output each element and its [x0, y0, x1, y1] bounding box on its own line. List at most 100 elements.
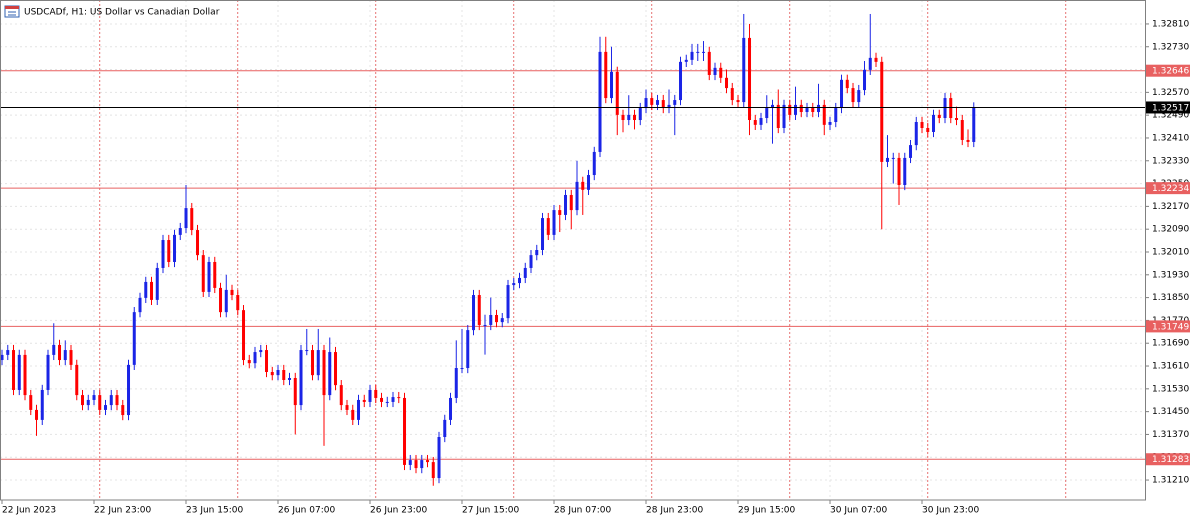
candle-body [161, 240, 165, 268]
candle-body [633, 114, 637, 121]
x-tick-label: 30 Jun 23:00 [922, 506, 979, 516]
x-tick-label: 26 Jun 23:00 [370, 506, 427, 516]
plot-border [0, 0, 1146, 501]
candle-body [673, 100, 677, 105]
x-tick-label: 26 Jun 07:00 [278, 506, 335, 516]
y-tick-label: 1.31210 [1152, 476, 1189, 486]
candle-body [322, 350, 326, 396]
candle-body [592, 151, 596, 176]
candle-body [293, 377, 297, 406]
candle-body [69, 350, 73, 365]
candle-body [834, 108, 838, 123]
x-tick-label: 28 Jun 07:00 [554, 506, 611, 516]
candle-body [587, 175, 591, 190]
candle-body [627, 114, 631, 121]
candle-body [86, 399, 90, 406]
candle-body [569, 194, 573, 211]
candle-body [81, 395, 85, 406]
candle-body [311, 350, 315, 376]
candle-body [891, 157, 895, 159]
candle-body [909, 145, 913, 158]
candle-body [725, 77, 729, 89]
candle-body [121, 405, 125, 416]
candle-body [799, 104, 803, 113]
candle-body [207, 261, 211, 292]
candle-body [863, 69, 867, 91]
level-line-label: 1.32234 [1152, 184, 1189, 194]
candle-body [972, 107, 976, 142]
candle-body [621, 114, 625, 121]
candle-body [144, 281, 148, 298]
candle-body [483, 324, 487, 326]
candle-body [282, 370, 286, 380]
candle-body [736, 100, 740, 103]
candle-body [328, 352, 332, 396]
candle-body [63, 350, 67, 361]
candle-body [345, 405, 349, 410]
candle-body [914, 122, 918, 146]
x-tick-label: 27 Jun 15:00 [462, 506, 519, 516]
candle-body [495, 314, 499, 323]
candle-body [414, 460, 418, 469]
candle-body [920, 122, 924, 128]
candle-body [362, 399, 366, 402]
level-line-label: 1.31749 [1152, 322, 1189, 332]
y-tick-label: 1.32810 [1152, 19, 1189, 29]
candle-body [127, 364, 131, 416]
level-line-box [1146, 64, 1190, 77]
candle-body [610, 71, 614, 99]
current-price-line-box [1146, 101, 1190, 114]
candle-body [98, 395, 102, 410]
candle-body [236, 295, 240, 311]
y-tick-label: 1.31690 [1152, 339, 1189, 349]
candle-body [213, 261, 217, 288]
candle-body [178, 228, 182, 235]
candle-body [742, 37, 746, 103]
title-icon [4, 5, 20, 18]
candle-body [29, 395, 33, 410]
candle-body [552, 210, 556, 235]
y-tick-label: 1.32170 [1152, 202, 1189, 212]
candle-body [173, 234, 177, 262]
candle-body [184, 208, 188, 229]
candle-body [23, 354, 27, 396]
candle-body [558, 210, 562, 215]
candle-body [132, 312, 136, 365]
y-tick-label: 1.32410 [1152, 133, 1189, 143]
candle-body [58, 344, 62, 361]
candle-body [408, 460, 412, 465]
candle-body [109, 395, 113, 406]
y-tick-label: 1.32010 [1152, 247, 1189, 257]
candle-body [518, 277, 522, 284]
candle-body [190, 208, 194, 231]
candle-body [765, 108, 769, 119]
candle-body [759, 118, 763, 125]
y-tick-label: 1.31850 [1152, 293, 1189, 303]
candle-body [420, 460, 424, 469]
candle-body [897, 157, 901, 186]
candle-body [840, 79, 844, 109]
candle-body [12, 350, 16, 390]
candle-body [150, 281, 154, 300]
candle-body [219, 287, 223, 313]
candle-body [817, 104, 821, 113]
candle-body [661, 100, 665, 109]
candle-body [748, 37, 752, 121]
y-tick-label: 1.32490 [1152, 111, 1189, 121]
candle-body [357, 399, 361, 420]
candle-body [776, 104, 780, 128]
candle-body [702, 51, 706, 53]
candle-body [316, 350, 320, 376]
candle-body [6, 350, 10, 355]
candle-body [523, 267, 527, 278]
candle-body [684, 59, 688, 62]
candle-body [966, 139, 970, 142]
level-line-box [1146, 182, 1190, 195]
candle-body [960, 120, 964, 140]
candle-body [874, 57, 878, 62]
x-tick-label: 22 Jun 2023 [2, 506, 56, 516]
candle-body [822, 104, 826, 125]
candle-body [656, 100, 660, 105]
candle-body [581, 181, 585, 190]
candle-body [955, 118, 959, 121]
